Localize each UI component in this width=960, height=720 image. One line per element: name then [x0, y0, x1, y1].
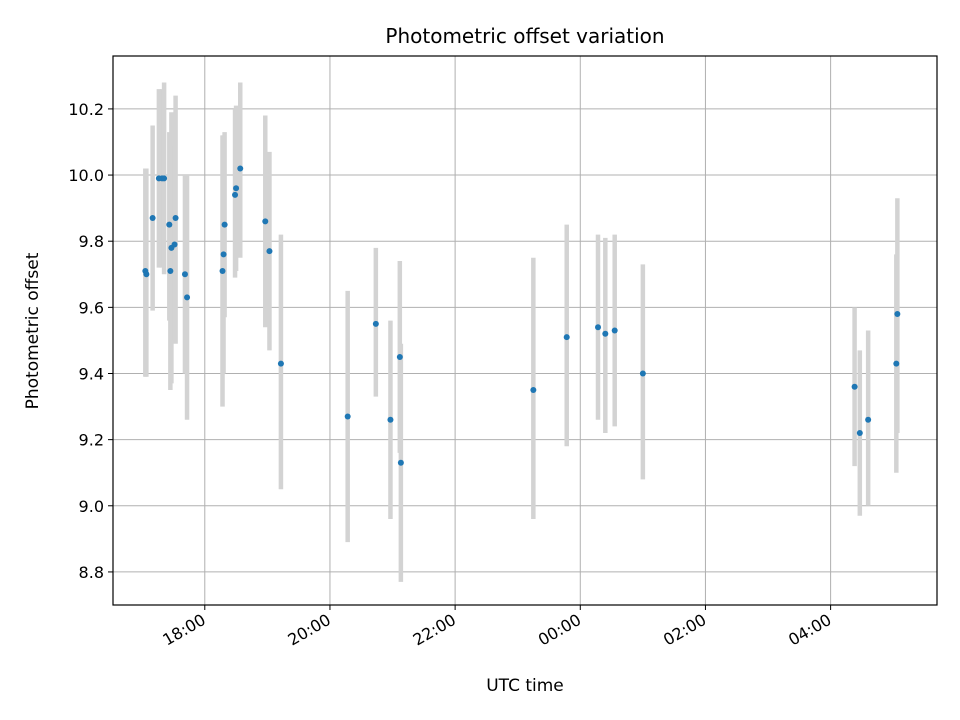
data-point: [865, 416, 872, 423]
data-point: [602, 330, 609, 337]
y-tick-label: 9.4: [79, 364, 104, 383]
y-tick-label: 9.0: [79, 497, 104, 516]
data-point: [219, 267, 226, 274]
data-point: [893, 360, 900, 367]
data-point: [344, 413, 351, 420]
y-tick-label: 10.2: [68, 100, 104, 119]
data-point: [262, 218, 269, 225]
data-point: [220, 251, 227, 258]
data-point: [232, 191, 239, 198]
y-tick-label: 8.8: [79, 563, 104, 582]
data-point: [266, 248, 273, 255]
y-axis-ticks: 8.8 9.0 9.2 9.4 9.6 9.8 10.0 10.2: [68, 100, 113, 582]
y-tick-label: 10.0: [68, 166, 104, 185]
y-tick-label: 9.2: [79, 431, 104, 450]
x-axis-title: UTC time: [486, 676, 564, 696]
data-point: [851, 383, 858, 390]
data-point: [167, 267, 174, 274]
data-point: [237, 165, 244, 172]
data-point: [387, 416, 394, 423]
plot-frame: [112, 55, 938, 606]
data-point: [161, 175, 168, 182]
data-point: [184, 294, 191, 301]
data-point: [181, 271, 188, 278]
data-point: [172, 215, 179, 222]
data-point: [563, 334, 570, 341]
data-point: [233, 185, 240, 192]
y-tick-label: 9.6: [79, 298, 104, 317]
data-point: [372, 320, 379, 327]
chart-title: Photometric offset variation: [385, 24, 664, 48]
data-point: [149, 215, 156, 222]
data-point: [611, 327, 618, 334]
data-point: [856, 430, 863, 437]
y-tick-label: 9.8: [79, 232, 104, 251]
data-point: [397, 459, 404, 466]
y-axis-title: Photometric offset: [23, 252, 43, 409]
data-point: [894, 310, 901, 317]
data-point: [171, 241, 178, 248]
grid-lines: [113, 56, 937, 605]
data-point: [396, 353, 403, 360]
data-point: [221, 221, 228, 228]
data-point: [143, 271, 150, 278]
data-point: [595, 324, 602, 331]
data-points: [142, 165, 901, 466]
data-point: [166, 221, 173, 228]
data-point: [639, 370, 646, 377]
data-point: [277, 360, 284, 367]
data-point: [530, 387, 537, 394]
